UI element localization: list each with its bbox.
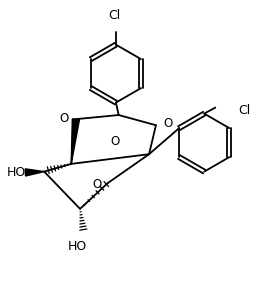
Text: O: O: [163, 117, 173, 130]
Text: HO: HO: [7, 166, 26, 179]
Text: O: O: [111, 135, 120, 148]
Polygon shape: [71, 119, 79, 164]
Text: O: O: [59, 112, 68, 125]
Text: Cl: Cl: [239, 104, 251, 117]
Text: HO: HO: [68, 240, 87, 253]
Polygon shape: [25, 169, 44, 176]
Text: O: O: [92, 177, 102, 191]
Text: Cl: Cl: [108, 9, 121, 22]
